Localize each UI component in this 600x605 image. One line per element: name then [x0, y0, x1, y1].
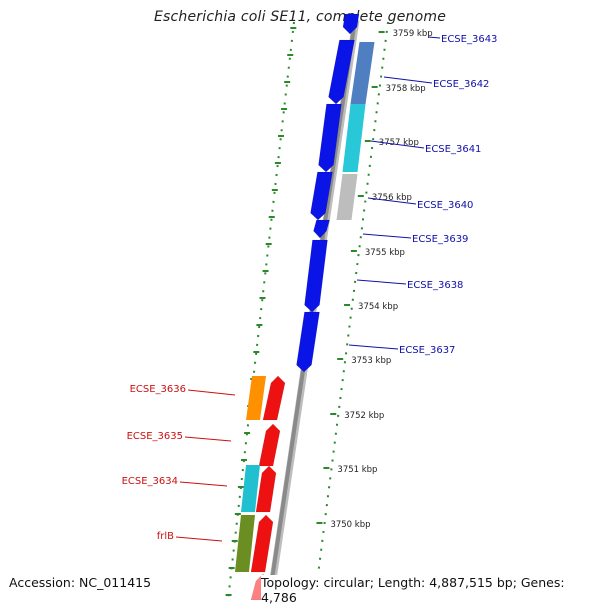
label-leader: [427, 36, 441, 39]
forward-gene-label: ECSE_3640: [417, 200, 473, 211]
forward-gene-label: ECSE_3641: [425, 144, 481, 155]
tick-label: 3754 kbp: [358, 302, 398, 312]
gene-frlb: [250, 514, 274, 573]
cog-track-3641: [342, 104, 366, 172]
gene-ecse-3642: [328, 39, 355, 105]
forward-gene-label: ECSE_3639: [412, 234, 468, 245]
gene-ecse-3636: [262, 375, 286, 421]
label-leader: [348, 344, 399, 350]
gene-ecse-3635: [258, 423, 281, 467]
gene-ecse-3637: [296, 311, 320, 373]
forward-gene-label: ECSE_3637: [399, 345, 455, 356]
label-leader: [362, 233, 412, 239]
reverse-gene-label: ECSE_3635: [127, 431, 183, 442]
tick-label: 3758 kbp: [386, 84, 426, 94]
tick-label: 3759 kbp: [393, 29, 433, 39]
gene-labels: ECSE_3643 ECSE_3642 ECSE_3641 ECSE_3640 ECSE…: [122, 34, 498, 542]
forward-gene-label: ECSE_3638: [407, 280, 463, 291]
gene-ecse-3634: [255, 465, 277, 513]
reverse-gene-label: ECSE_3634: [122, 476, 178, 487]
gene-ecse-3641: [318, 103, 342, 173]
cog-track-3640: [336, 174, 358, 220]
cog-track-3636: [246, 376, 266, 420]
label-leader: [367, 197, 417, 205]
label-leader: [179, 481, 228, 487]
forward-gene-label: ECSE_3642: [433, 79, 489, 90]
gene-features: [235, 13, 375, 600]
gene-ecse-3638: [304, 239, 328, 313]
gene-ecse-3639: [313, 219, 330, 239]
reverse-gene-label: ECSE_3636: [130, 384, 186, 395]
tick-label: 3756 kbp: [372, 193, 412, 203]
tick-label: 3757 kbp: [379, 138, 419, 148]
forward-gene-label: ECSE_3643: [441, 34, 497, 45]
gene-ecse-3643: [342, 13, 360, 35]
label-leader: [370, 140, 425, 149]
map-title: Escherichia coli SE11, complete genome: [153, 9, 447, 25]
label-leader: [356, 279, 407, 285]
label-leader: [383, 76, 433, 84]
tick-label: 3753 kbp: [351, 356, 391, 366]
label-leader: [184, 436, 232, 442]
tick-label: 3750 kbp: [330, 520, 370, 530]
accession-text: Accession: NC_011415: [9, 575, 152, 590]
scale-ticks: 3759 kbp 3758 kbp 3757 kbp 3756 kbp 3755 kbp…: [316, 29, 433, 530]
cog-track-3642: [350, 42, 375, 104]
tick-label: 3752 kbp: [344, 411, 384, 421]
reverse-gene-label: frlB: [157, 531, 174, 542]
gene-ecse-3640: [310, 171, 333, 221]
cog-track-3634: [241, 465, 260, 512]
tick-label: 3755 kbp: [365, 248, 405, 258]
cog-track-frlb: [235, 515, 255, 572]
dotted-guide-lines: [225, 21, 389, 600]
label-leader: [187, 389, 236, 396]
genome-summary-text: Topology: circular; Length: 4,887,515 bp…: [261, 575, 600, 605]
label-leader: [175, 536, 223, 542]
tick-label: 3751 kbp: [337, 465, 377, 475]
